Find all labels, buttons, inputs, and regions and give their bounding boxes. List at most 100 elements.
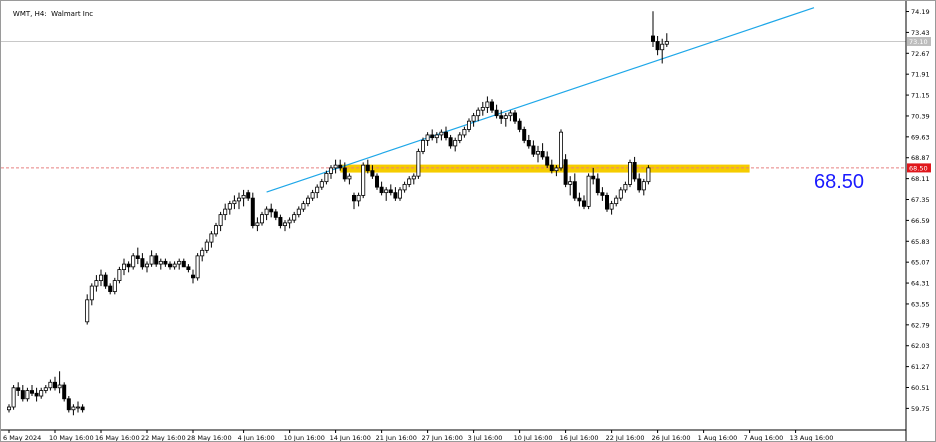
candle-body	[586, 175, 591, 207]
candle-body	[246, 192, 251, 199]
candle-body	[476, 109, 481, 117]
candle-body	[122, 263, 127, 270]
candle-body	[80, 406, 85, 411]
candle-body	[181, 260, 186, 268]
candle	[278, 214, 283, 229]
candle	[158, 258, 163, 270]
candle	[62, 382, 67, 402]
candle-body	[108, 285, 113, 292]
price-tick-label: 63.55	[911, 300, 930, 308]
candle-body	[305, 197, 310, 205]
candle	[117, 266, 122, 284]
trendline	[266, 7, 815, 193]
candle	[628, 159, 633, 188]
candle	[338, 159, 343, 171]
candle	[664, 33, 669, 47]
candle	[407, 176, 412, 188]
candle	[586, 173, 591, 210]
candle	[305, 195, 310, 207]
candle	[246, 189, 251, 201]
price-tick-label: 74.19	[911, 8, 930, 16]
candle	[190, 269, 195, 284]
candle-body	[324, 172, 329, 183]
candle-body	[236, 197, 241, 202]
time-tick-label: 16 Jul 16:00	[560, 434, 599, 441]
candle-body	[489, 101, 494, 111]
candle	[167, 261, 172, 270]
candles	[7, 11, 669, 416]
candle-body	[7, 406, 12, 411]
candle-body	[186, 266, 191, 270]
candle	[53, 376, 58, 391]
candle-body	[259, 214, 264, 224]
candle	[29, 385, 34, 397]
candle-body	[190, 274, 195, 279]
price-tick-label: 72.67	[911, 50, 930, 58]
candle	[154, 253, 159, 267]
support-zone	[340, 164, 750, 173]
candle-body	[200, 249, 205, 257]
time-tick-label: 10 Jun 16:00	[284, 434, 325, 441]
candle-body	[559, 131, 564, 169]
candle	[443, 126, 448, 141]
candle-body	[637, 178, 642, 191]
candle	[485, 96, 490, 113]
candle-body	[480, 107, 485, 111]
candle-body	[255, 222, 260, 227]
candle-body	[614, 197, 619, 205]
candle	[416, 148, 421, 179]
price-tick-label: 66.59	[911, 217, 930, 225]
candle	[605, 192, 610, 212]
time-tick-label: 28 May 16:00	[187, 434, 232, 441]
time-tick-label: 13 Aug 16:00	[790, 434, 834, 441]
candle-body	[430, 134, 435, 139]
candle	[241, 189, 246, 207]
candle	[365, 159, 370, 174]
candle-body	[296, 208, 301, 216]
price-tick-label: 62.79	[911, 321, 930, 329]
candle	[462, 126, 467, 138]
candle	[273, 209, 278, 221]
candle	[614, 195, 619, 207]
candle	[264, 206, 269, 221]
candle-body	[250, 197, 255, 227]
price-tick-label: 65.07	[911, 259, 930, 267]
candle-body	[53, 381, 58, 389]
candle-body	[163, 260, 168, 265]
candle-body	[204, 241, 209, 251]
candle	[536, 145, 541, 163]
candle-body	[457, 134, 462, 141]
candle-body	[540, 151, 545, 158]
candle-body	[365, 164, 370, 172]
candle	[89, 283, 94, 306]
candle	[48, 379, 53, 391]
candle-body	[177, 260, 182, 265]
candle	[439, 129, 444, 141]
candle	[572, 173, 577, 201]
candle-body	[545, 156, 550, 166]
candle	[11, 385, 16, 410]
candle-body	[577, 197, 582, 202]
time-tick-label: 27 Jun 16:00	[422, 434, 463, 441]
price-tick-label: 71.15	[911, 92, 930, 100]
candle	[545, 151, 550, 168]
candle-body	[471, 115, 476, 122]
candle-body	[117, 269, 122, 281]
candle-body	[420, 140, 425, 152]
candle	[554, 165, 559, 177]
price-tick-label: 59.75	[911, 405, 930, 413]
candle-body	[328, 167, 333, 174]
candle-body	[568, 181, 573, 185]
candle	[43, 385, 48, 394]
candle-body	[112, 280, 117, 292]
candle	[287, 217, 292, 229]
candle-body	[57, 384, 62, 389]
candle	[526, 134, 531, 149]
candle-body	[462, 129, 467, 136]
candle	[582, 195, 587, 210]
candle	[618, 187, 623, 201]
candle	[522, 126, 527, 144]
time-tick-label: 26 Jul 16:00	[652, 434, 691, 441]
